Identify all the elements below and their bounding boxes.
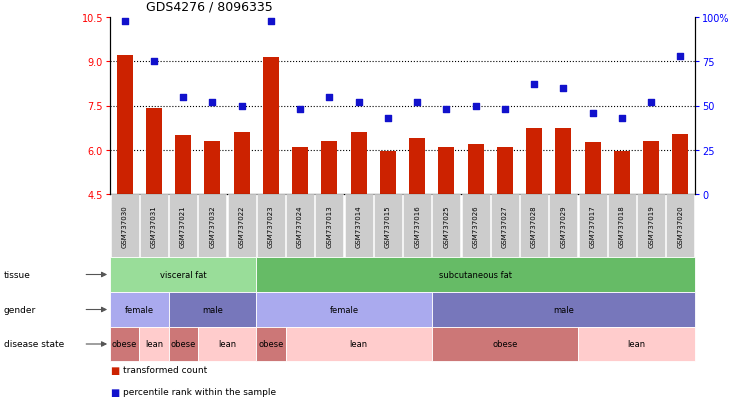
Bar — [263, 58, 279, 195]
Point — [353, 100, 364, 106]
Point — [382, 115, 393, 122]
Text: GSM737031: GSM737031 — [151, 204, 157, 247]
Point — [207, 100, 218, 106]
Text: GSM737014: GSM737014 — [356, 205, 361, 247]
Text: GSM737032: GSM737032 — [210, 205, 215, 247]
Point — [294, 107, 306, 113]
Text: GSM737025: GSM737025 — [443, 205, 450, 247]
Point — [265, 18, 277, 25]
Bar — [321, 142, 337, 195]
Text: percentile rank within the sample: percentile rank within the sample — [123, 387, 276, 396]
Point — [148, 59, 160, 65]
Point — [558, 85, 569, 92]
Point — [616, 115, 628, 122]
Point — [411, 100, 423, 106]
Text: GSM737016: GSM737016 — [414, 204, 420, 247]
Bar — [497, 147, 513, 195]
Text: tissue: tissue — [4, 271, 31, 279]
Text: female: female — [329, 305, 358, 314]
Text: GSM737029: GSM737029 — [561, 205, 566, 247]
Bar — [350, 133, 366, 195]
Text: ■: ■ — [110, 387, 119, 397]
Text: GSM737028: GSM737028 — [531, 205, 537, 247]
Bar — [614, 152, 630, 195]
Text: obese: obese — [170, 339, 196, 349]
Text: GSM737020: GSM737020 — [677, 205, 683, 247]
Text: visceral fat: visceral fat — [160, 271, 207, 279]
Text: GSM737021: GSM737021 — [180, 205, 186, 247]
Text: obese: obese — [258, 339, 283, 349]
Point — [119, 18, 131, 25]
Bar — [380, 152, 396, 195]
Bar — [292, 147, 308, 195]
Point — [177, 94, 189, 101]
Bar — [146, 109, 162, 195]
Text: gender: gender — [4, 305, 36, 314]
Point — [499, 107, 511, 113]
Point — [675, 54, 686, 60]
Text: GSM737013: GSM737013 — [326, 204, 332, 247]
Point — [323, 94, 335, 101]
Text: GSM737027: GSM737027 — [502, 205, 508, 247]
Bar — [672, 134, 688, 195]
Bar — [409, 139, 425, 195]
Text: ■: ■ — [110, 365, 119, 375]
Point — [236, 103, 247, 109]
Point — [440, 107, 452, 113]
Point — [587, 110, 599, 116]
Text: GSM737018: GSM737018 — [619, 204, 625, 247]
Text: GSM737024: GSM737024 — [297, 205, 303, 247]
Bar — [204, 142, 220, 195]
Text: lean: lean — [628, 339, 645, 349]
Bar — [175, 136, 191, 195]
Point — [470, 103, 482, 109]
Bar — [585, 143, 601, 195]
Text: GSM737022: GSM737022 — [239, 205, 245, 247]
Bar — [234, 133, 250, 195]
Text: GSM737019: GSM737019 — [648, 204, 654, 247]
Text: obese: obese — [492, 339, 518, 349]
Text: lean: lean — [145, 339, 163, 349]
Bar — [117, 56, 133, 195]
Text: GSM737026: GSM737026 — [472, 205, 479, 247]
Bar — [438, 147, 454, 195]
Text: GSM737023: GSM737023 — [268, 205, 274, 247]
Text: subcutaneous fat: subcutaneous fat — [439, 271, 512, 279]
Text: obese: obese — [112, 339, 137, 349]
Text: transformed count: transformed count — [123, 365, 207, 374]
Point — [645, 100, 657, 106]
Text: GDS4276 / 8096335: GDS4276 / 8096335 — [147, 0, 273, 13]
Text: disease state: disease state — [4, 339, 64, 349]
Text: female: female — [125, 305, 154, 314]
Text: lean: lean — [350, 339, 368, 349]
Text: GSM737030: GSM737030 — [122, 204, 128, 247]
Text: male: male — [553, 305, 574, 314]
Bar — [556, 128, 572, 195]
Bar — [526, 128, 542, 195]
Text: GSM737017: GSM737017 — [590, 204, 596, 247]
Bar — [468, 145, 484, 195]
Bar — [643, 142, 659, 195]
Point — [529, 82, 540, 88]
Text: male: male — [202, 305, 223, 314]
Text: GSM737015: GSM737015 — [385, 205, 391, 247]
Text: lean: lean — [218, 339, 236, 349]
